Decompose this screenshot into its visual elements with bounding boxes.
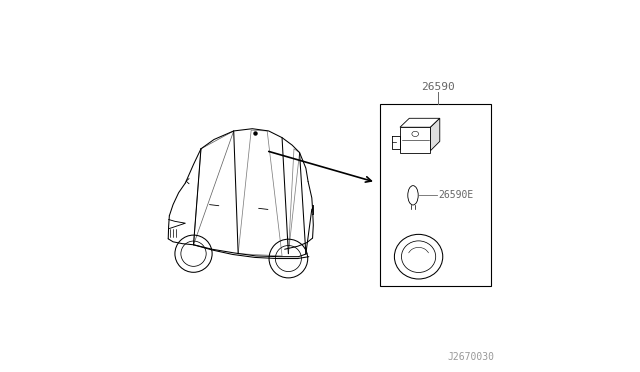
Ellipse shape <box>408 186 418 205</box>
Text: 26590: 26590 <box>420 82 454 92</box>
Text: 26590E: 26590E <box>438 190 473 200</box>
Ellipse shape <box>412 131 419 137</box>
Ellipse shape <box>401 241 436 272</box>
Bar <box>380 104 491 286</box>
Text: J2670030: J2670030 <box>448 352 495 362</box>
Polygon shape <box>431 118 440 151</box>
Bar <box>400 127 431 153</box>
Polygon shape <box>400 118 440 127</box>
Ellipse shape <box>394 234 443 279</box>
